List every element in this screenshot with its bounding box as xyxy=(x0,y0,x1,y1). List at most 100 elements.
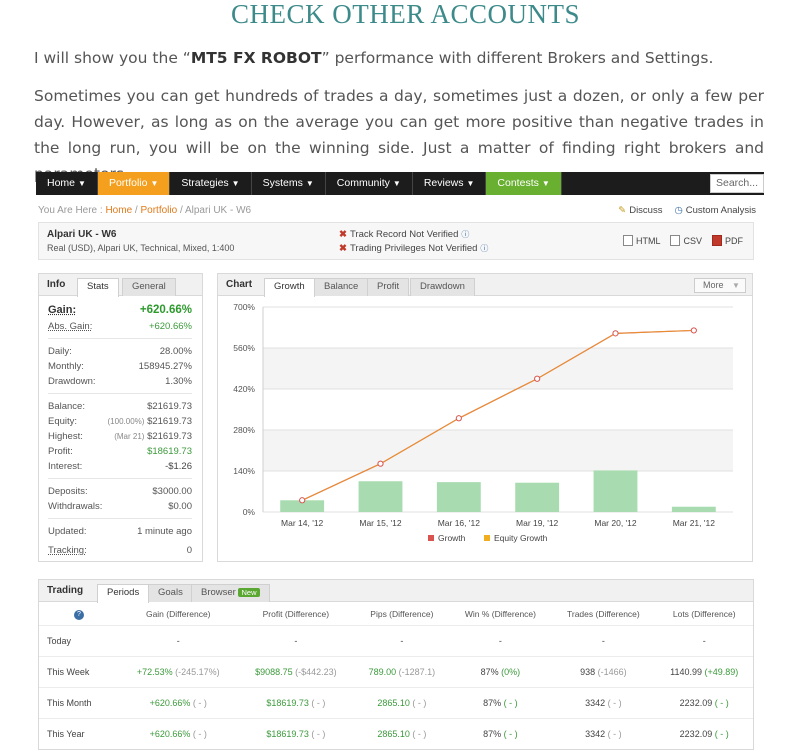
tab-periods[interactable]: Periods xyxy=(97,584,150,603)
growth-point xyxy=(299,497,306,504)
table-cell: 2232.09 ( - ) xyxy=(655,717,753,749)
tab-goals[interactable]: Goals xyxy=(148,584,193,602)
nav-portfolio[interactable]: Portfolio ▼ xyxy=(97,172,171,195)
legend-label-equity: Equity Growth xyxy=(494,533,548,543)
search-input[interactable]: Search... xyxy=(710,174,764,193)
tab-drawdown[interactable]: Drawdown xyxy=(410,278,475,296)
divider xyxy=(48,338,192,339)
tab-stats[interactable]: Stats xyxy=(77,278,119,297)
row-label: This Week xyxy=(39,655,119,687)
clock-icon: ◷ xyxy=(674,205,683,216)
nav-contests[interactable]: Contests ▼ xyxy=(486,172,562,195)
daily-bar xyxy=(358,481,403,512)
grid-band xyxy=(263,348,733,389)
divider xyxy=(48,478,192,479)
export-html[interactable]: HTML xyxy=(622,235,660,246)
growth-chart: 0% 140% 280% 420% 560% 700% Mar 14, '12 Mar 15,… xyxy=(233,302,733,543)
trading-title: Trading xyxy=(47,585,84,596)
export-links: HTML CSV PDF xyxy=(622,235,743,246)
x-tick-label: Mar 19, '12 xyxy=(516,518,559,528)
cross-icon: ✖ xyxy=(339,229,347,240)
table-row: This Year +620.66% ( - ) $18619.73 ( - ) 28… xyxy=(39,717,753,749)
withdrawals-row: Withdrawals: $0.00 xyxy=(48,501,192,512)
drawdown-row: Drawdown: 1.30% xyxy=(48,376,192,387)
tab-profit[interactable]: Profit xyxy=(367,278,410,296)
equity-growth-line xyxy=(301,329,694,501)
breadcrumb: You Are Here : Home / Portfolio / Alpari… xyxy=(38,205,252,216)
help-icon[interactable]: ⓘ xyxy=(461,230,470,239)
table-cell: - xyxy=(655,624,753,656)
interest-row: Interest: -$1.26 xyxy=(48,461,192,472)
nav-reviews[interactable]: Reviews ▼ xyxy=(413,172,487,195)
tab-browser[interactable]: Browser New xyxy=(191,584,270,602)
export-csv[interactable]: CSV xyxy=(670,235,702,246)
nav-strategies[interactable]: Strategies ▼ xyxy=(170,172,252,195)
table-cell: $9088.75 (-$442.23) xyxy=(237,655,355,687)
tab-growth[interactable]: Growth xyxy=(264,278,315,297)
table-cell: 1140.99 (+49.89) xyxy=(655,655,753,687)
table-cell: 789.00 (-1287.1) xyxy=(354,655,450,687)
custom-analysis-link[interactable]: ◷ Custom Analysis xyxy=(674,205,756,216)
caret-down-icon: ▼ xyxy=(541,179,550,188)
table-cell: 938 (-1466) xyxy=(551,655,656,687)
table-cell: 87% (0%) xyxy=(449,655,552,687)
table-cell: +620.66% ( - ) xyxy=(119,686,238,718)
legend-label-growth: Growth xyxy=(438,533,466,543)
table-cell: $18619.73 ( - ) xyxy=(237,717,355,749)
trading-panel: Trading Periods Goals Browser New ? Gain… xyxy=(38,579,754,750)
table-cell: +620.66% ( - ) xyxy=(119,717,238,749)
help-icon[interactable]: ⓘ xyxy=(480,244,489,253)
growth-point xyxy=(377,460,384,467)
x-tick-label: Mar 20, '12 xyxy=(594,518,637,528)
tab-info[interactable]: Info xyxy=(47,279,66,290)
monthly-row: Monthly: 158945.27% xyxy=(48,361,192,372)
help-icon[interactable]: ? xyxy=(39,603,119,625)
chevron-down-icon: ▼ xyxy=(732,281,740,290)
x-tick-label: Mar 14, '12 xyxy=(281,518,324,528)
export-pdf[interactable]: PDF xyxy=(712,235,743,246)
abs-gain-row: Abs. Gain: +620.66% xyxy=(48,321,192,332)
discuss-link[interactable]: ✎ Discuss xyxy=(618,205,663,216)
x-tick-label: Mar 15, '12 xyxy=(359,518,402,528)
nav-community[interactable]: Community ▼ xyxy=(326,172,413,195)
col-profit: Profit (Difference) xyxy=(262,608,330,619)
tab-general[interactable]: General xyxy=(122,278,176,296)
legend-swatch-growth xyxy=(428,535,434,541)
profit-row: Profit: $18619.73 xyxy=(48,446,192,457)
breadcrumb-portfolio[interactable]: Portfolio xyxy=(140,205,178,216)
col-pips: Pips (Difference) xyxy=(370,608,434,619)
x-tick-label: Mar 21, '12 xyxy=(673,518,716,528)
nav-home[interactable]: Home ▼ xyxy=(36,172,98,195)
highest-row: Highest: (Mar 21) $21619.73 xyxy=(48,431,192,442)
row-label: Today xyxy=(39,624,119,656)
table-cell: 2865.10 ( - ) xyxy=(354,717,450,749)
y-tick-label: 0% xyxy=(243,507,256,517)
account-name: Alpari UK - W6 xyxy=(47,229,117,240)
daily-bar xyxy=(515,482,560,512)
html-file-icon xyxy=(622,235,633,246)
caret-down-icon: ▼ xyxy=(392,179,401,188)
table-row: Today - - - - - - xyxy=(39,624,753,656)
caret-down-icon: ▼ xyxy=(466,179,475,188)
daily-bar xyxy=(280,500,325,512)
trading-table: ? Gain (Difference) Profit (Difference) … xyxy=(39,603,753,749)
more-dropdown[interactable]: More ▼ xyxy=(694,278,746,293)
gain-value: +620.66% xyxy=(139,304,192,316)
table-cell: - xyxy=(354,624,450,656)
tab-balance[interactable]: Balance xyxy=(314,278,369,296)
track-record-status: ✖ Track Record Not Verified ⓘ xyxy=(339,229,470,240)
table-cell: 87% ( - ) xyxy=(449,686,552,718)
daily-bar xyxy=(593,470,638,512)
article-title: CHECK OTHER ACCOUNTS xyxy=(230,0,581,29)
caret-down-icon: ▼ xyxy=(231,179,240,188)
y-tick-label: 700% xyxy=(233,302,255,312)
nav-systems[interactable]: Systems ▼ xyxy=(252,172,326,195)
breadcrumb-home[interactable]: Home xyxy=(105,205,133,216)
updated-row: Updated: 1 minute ago xyxy=(48,526,192,537)
table-cell: 2865.10 ( - ) xyxy=(354,686,450,718)
divider xyxy=(48,393,192,394)
caret-down-icon: ▼ xyxy=(78,179,86,188)
account-header: Alpari UK - W6 Real (USD), Alpari UK, Te… xyxy=(38,222,754,260)
table-cell: - xyxy=(237,624,355,656)
privileges-status: ✖ Trading Privileges Not Verified ⓘ xyxy=(339,243,489,254)
